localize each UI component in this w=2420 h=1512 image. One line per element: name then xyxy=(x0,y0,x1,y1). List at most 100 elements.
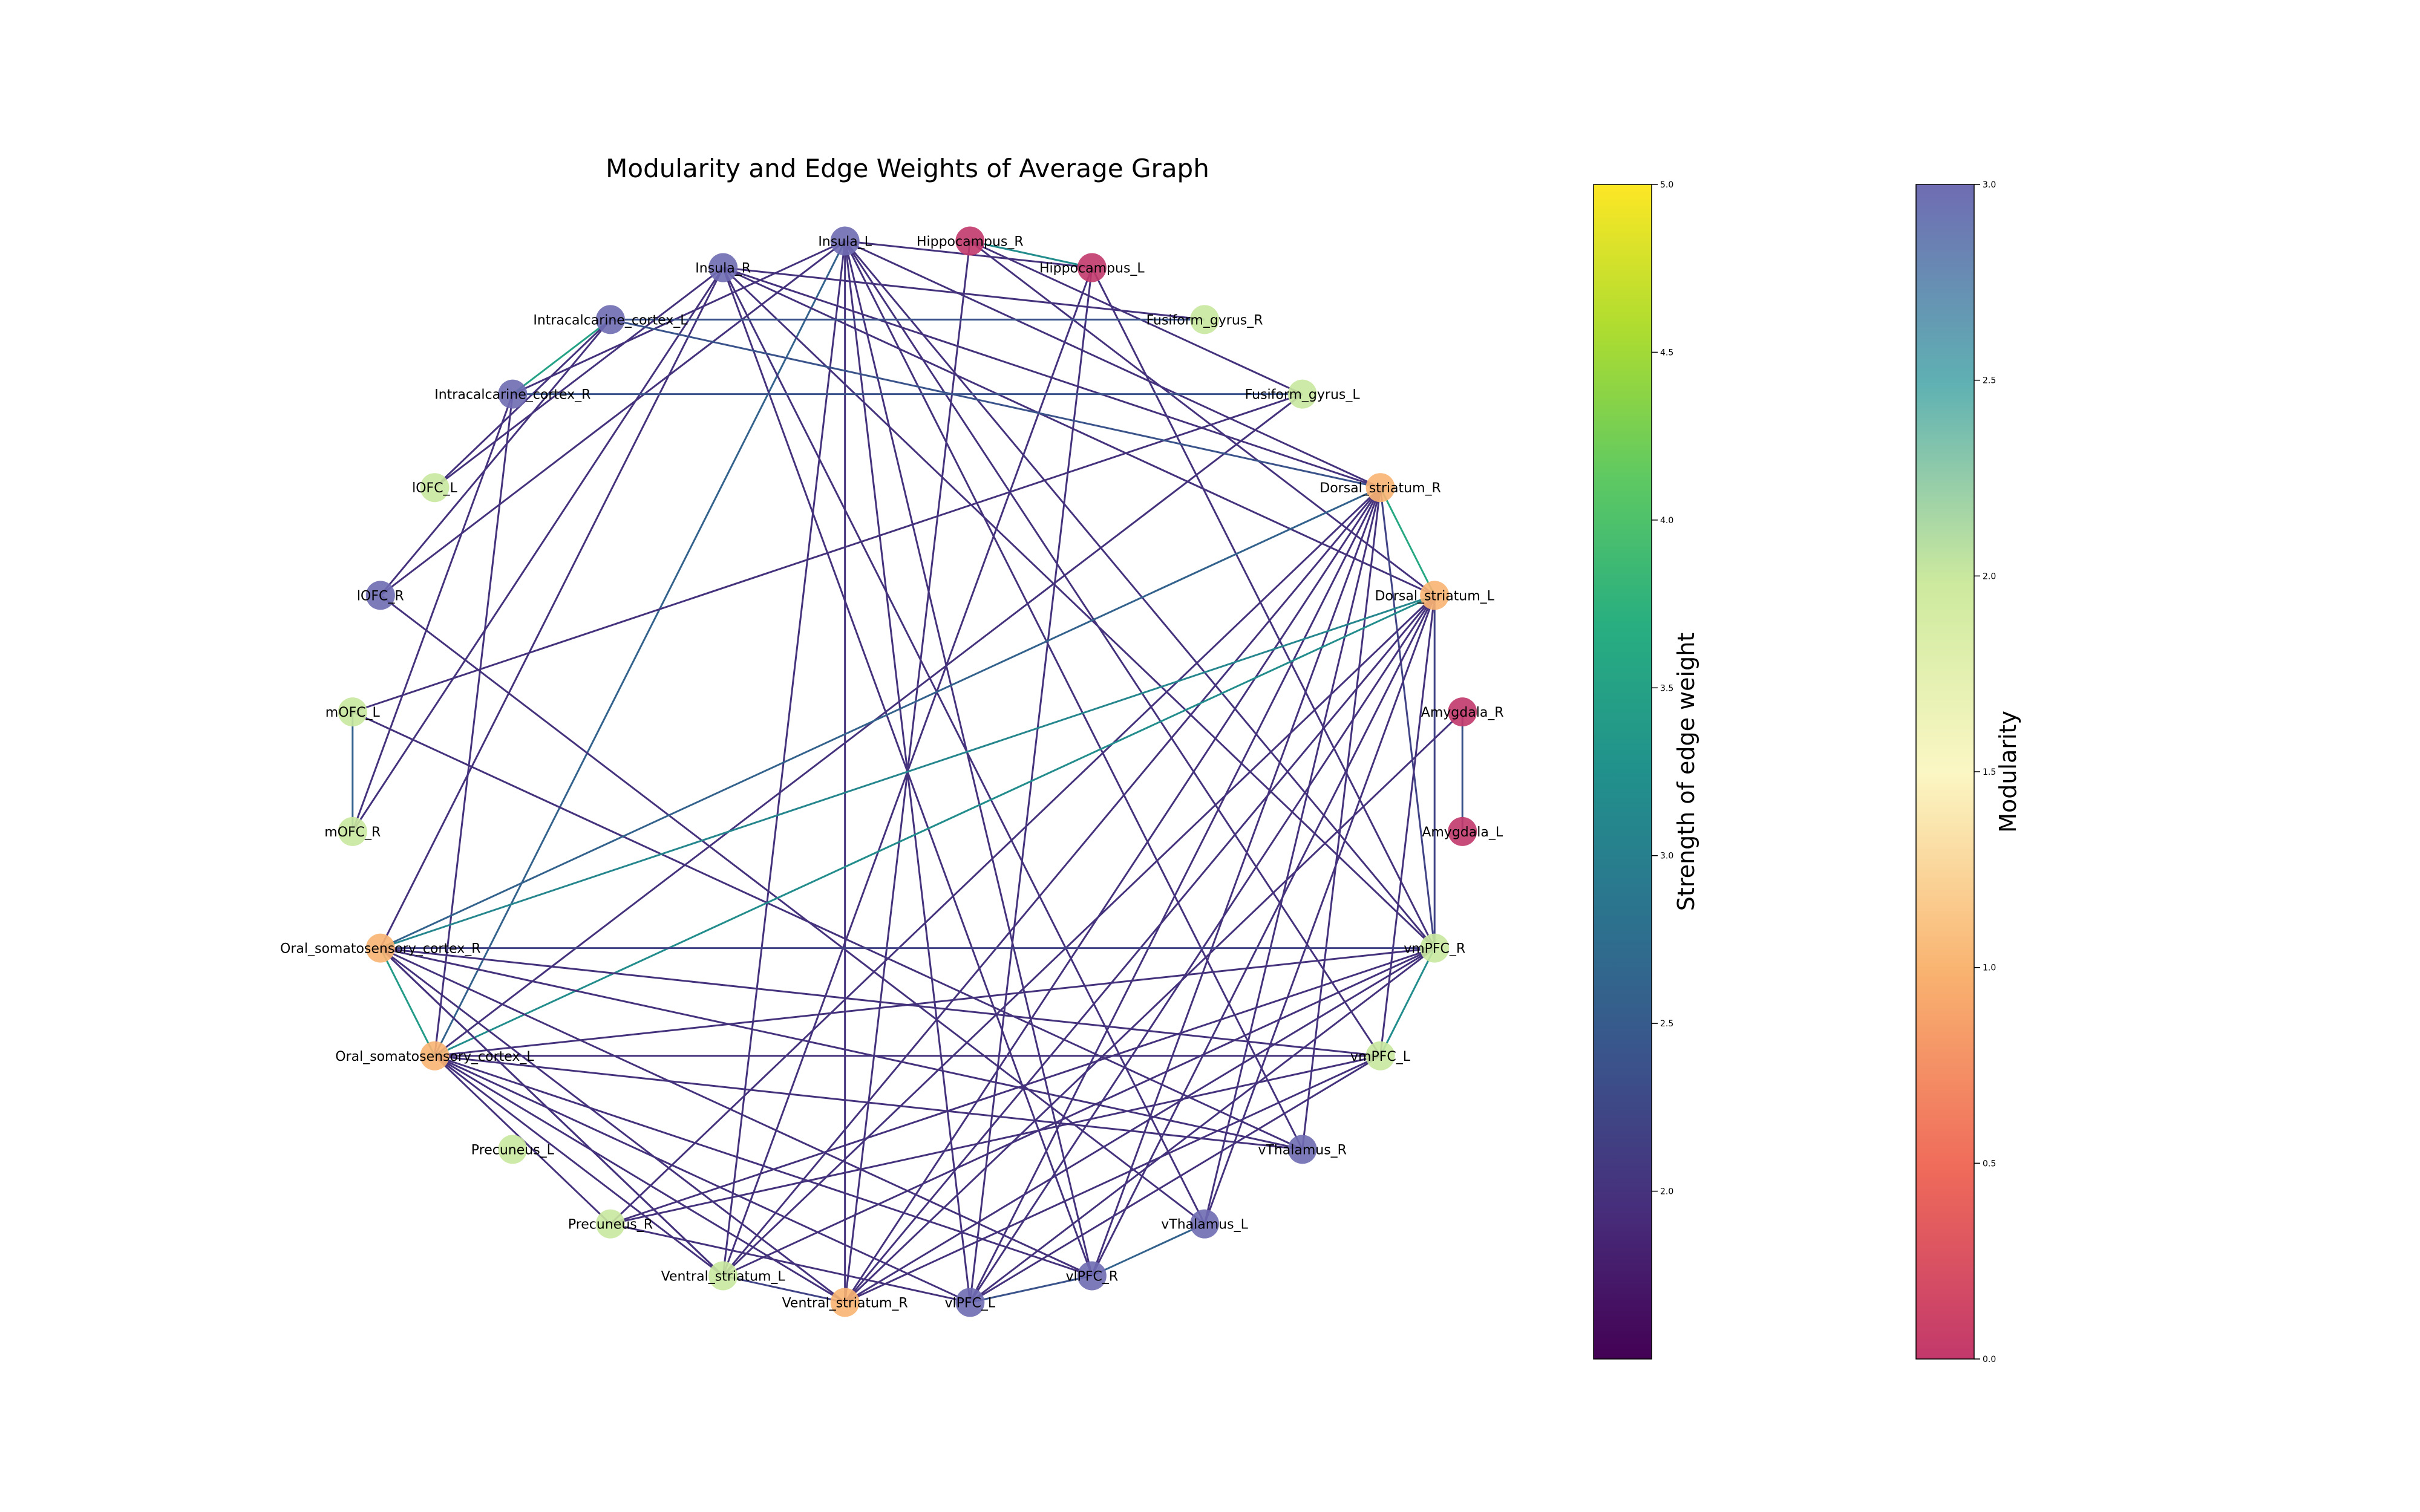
modularity-colorbar-tick-label: 2.0 xyxy=(1983,572,1996,581)
edge-dorsal-striatum-r-vthalamus-l xyxy=(1203,487,1381,1225)
node-vlpfc-l xyxy=(955,1288,985,1317)
node-label-lofc-l: lOFC_L xyxy=(412,481,457,496)
node-intracalcarine-cortex-r xyxy=(498,379,528,409)
node-insula-l xyxy=(830,226,860,256)
edge-oral-somatosensory-cortex-l-oral-somatosensory-cortex-r xyxy=(379,947,436,1057)
edge-colorbar-tick-label: 3.0 xyxy=(1660,852,1673,861)
node-label-fusiform-gyrus-l: Fusiform_gyrus_L xyxy=(1245,388,1361,403)
edge-vlpfc-l-oral-somatosensory-cortex-l xyxy=(434,1055,970,1303)
edge-hippocampus-r-fusiform-gyrus-l xyxy=(969,240,1303,395)
node-precuneus-l xyxy=(498,1135,528,1164)
node-fusiform-gyrus-r xyxy=(1190,305,1220,334)
edge-vmpfc-l-ventral-striatum-r xyxy=(845,1055,1381,1303)
edge-vthalamus-r-oral-somatosensory-cortex-l xyxy=(434,1055,1303,1150)
edge-colorbar-tick-label: 3.5 xyxy=(1660,683,1673,693)
node-label-vlpfc-l: vlPFC_L xyxy=(945,1295,996,1311)
edge-intracalcarine-cortex-l-lofc-r xyxy=(379,319,612,596)
node-vthalamus-l xyxy=(1190,1209,1220,1239)
edge-colorbar-tick-label: 4.5 xyxy=(1660,348,1673,357)
edge-insula-l-ventral-striatum-l xyxy=(722,241,846,1276)
node-label-hippocampus-l: Hippocampus_L xyxy=(1039,261,1145,276)
edge-dorsal-striatum-r-precuneus-r xyxy=(609,487,1381,1225)
node-label-precuneus-l: Precuneus_L xyxy=(471,1142,555,1158)
edge-vlpfc-r-oral-somatosensory-cortex-r xyxy=(380,947,1093,1277)
chart-title: Modularity and Edge Weights of Average G… xyxy=(606,154,1209,183)
node-ventral-striatum-r xyxy=(830,1288,860,1317)
edge-colorbar-tick-label: 5.0 xyxy=(1660,180,1673,190)
edge-ventral-striatum-r-ventral-striatum-l xyxy=(722,1274,845,1303)
edge-vmpfc-r-ventral-striatum-r xyxy=(844,947,1435,1303)
edge-vthalamus-l-vlpfc-r xyxy=(1091,1223,1205,1277)
edge-colorbar-tick-label: 4.0 xyxy=(1660,516,1673,526)
edge-insula-r-oral-somatosensory-cortex-r xyxy=(379,267,724,949)
node-hippocampus-l xyxy=(1077,253,1107,282)
edge-lofc-r-vthalamus-l xyxy=(379,595,1205,1225)
modularity-colorbar: 0.0 0.5 1.0 1.5 2.0 2.5 3.0 Modularity xyxy=(1915,180,2021,1364)
node-label-vlpfc-r: vlPFC_R xyxy=(1065,1269,1118,1284)
edge-dorsal-striatum-l-oral-somatosensory-cortex-r xyxy=(380,594,1435,950)
node-label-fusiform-gyrus-r: Fusiform_gyrus_R xyxy=(1146,313,1263,328)
edge-dorsal-striatum-l-ventral-striatum-l xyxy=(722,595,1436,1277)
node-label-insula-l: Insula_L xyxy=(818,235,872,250)
modularity-colorbar-tick-label: 0.0 xyxy=(1983,1355,1996,1364)
edge-vmpfc-r-vlpfc-l xyxy=(969,947,1436,1303)
edge-insula-l-oral-somatosensory-cortex-l xyxy=(434,240,846,1057)
node-fusiform-gyrus-l xyxy=(1287,379,1317,409)
modularity-colorbar-bar xyxy=(1915,184,1975,1360)
labels-layer: Hippocampus_R Hippocampus_L Fusiform_gyrus… xyxy=(280,235,1504,1311)
node-label-vthalamus-r: vThalamus_R xyxy=(1258,1142,1347,1158)
node-lofc-r xyxy=(365,581,395,610)
node-label-amygdala-l: Amygdala_L xyxy=(1422,825,1503,840)
modularity-colorbar-tick-label: 1.0 xyxy=(1983,963,1996,973)
edge-dorsal-striatum-r-vlpfc-r xyxy=(1091,487,1381,1276)
modularity-colorbar-tick-label: 1.5 xyxy=(1983,767,1996,777)
edge-intracalcarine-cortex-l-intracalcarine-cortex-r xyxy=(512,319,611,395)
node-label-vmpfc-l: vmPFC_L xyxy=(1350,1049,1411,1064)
edges-layer xyxy=(352,240,1463,1303)
edge-colorbar-bar xyxy=(1593,184,1652,1360)
node-label-oral-somatosensory-cortex-l: Oral_somatosensory_cortex_L xyxy=(335,1049,534,1064)
node-vthalamus-r xyxy=(1287,1135,1317,1164)
edge-dorsal-striatum-l-oral-somatosensory-cortex-l xyxy=(434,595,1435,1057)
node-label-mofc-r: mOFC_R xyxy=(324,825,381,840)
edge-vmpfc-l-vlpfc-l xyxy=(969,1055,1381,1303)
edge-colorbar-label: Strength of edge weight xyxy=(1673,633,1699,911)
edge-insula-r-vmpfc-r xyxy=(722,267,1436,949)
node-mofc-l xyxy=(338,697,367,727)
node-amygdala-l xyxy=(1448,816,1477,846)
edge-vthalamus-r-oral-somatosensory-cortex-r xyxy=(380,947,1303,1150)
edge-dorsal-striatum-l-vthalamus-l xyxy=(1203,595,1436,1225)
edge-vmpfc-r-vmpfc-l xyxy=(1379,947,1436,1057)
modularity-colorbar-tick-label: 3.0 xyxy=(1983,180,1996,190)
node-vmpfc-r xyxy=(1420,933,1450,963)
edge-amygdala-r-ventral-striatum-r xyxy=(844,711,1463,1303)
edge-weight-colorbar: 2.0 2.5 3.0 3.5 4.0 4.5 5.0 Strength of edge w… xyxy=(1593,180,1699,1360)
node-mofc-r xyxy=(338,816,367,846)
edge-intracalcarine-cortex-r-mofc-r xyxy=(352,394,514,832)
node-oral-somatosensory-cortex-r xyxy=(365,933,395,963)
edge-vlpfc-l-precuneus-r xyxy=(610,1223,970,1303)
edge-fusiform-gyrus-l-oral-somatosensory-cortex-l xyxy=(434,393,1303,1057)
edge-insula-r-dorsal-striatum-l xyxy=(722,267,1435,596)
edge-vmpfc-l-oral-somatosensory-cortex-r xyxy=(380,947,1381,1057)
edge-insula-r-mofc-r xyxy=(352,267,724,832)
edge-dorsal-striatum-r-vmpfc-r xyxy=(1379,487,1436,948)
node-amygdala-r xyxy=(1448,697,1477,727)
modularity-colorbar-tick-label: 0.5 xyxy=(1983,1159,1996,1168)
node-label-hippocampus-r: Hippocampus_R xyxy=(917,235,1024,250)
edge-intracalcarine-cortex-r-oral-somatosensory-cortex-l xyxy=(433,394,514,1056)
edge-dorsal-striatum-r-oral-somatosensory-cortex-r xyxy=(380,486,1381,949)
node-ventral-striatum-l xyxy=(708,1261,738,1291)
edge-insula-l-intracalcarine-cortex-r xyxy=(512,240,846,395)
edge-dorsal-striatum-r-dorsal-striatum-l xyxy=(1379,487,1436,596)
node-label-oral-somatosensory-cortex-r: Oral_somatosensory_cortex_R xyxy=(280,942,480,957)
node-label-vthalamus-l: vThalamus_L xyxy=(1161,1217,1248,1233)
node-intracalcarine-cortex-l xyxy=(595,305,625,334)
edge-dorsal-striatum-l-vlpfc-r xyxy=(1091,595,1436,1277)
edge-dorsal-striatum-r-vlpfc-l xyxy=(969,487,1381,1303)
node-vlpfc-r xyxy=(1077,1261,1107,1291)
modularity-colorbar-label: Modularity xyxy=(1995,711,2021,833)
edge-hippocampus-r-dorsal-striatum-l xyxy=(969,240,1436,596)
node-label-dorsal-striatum-l: Dorsal_striatum_L xyxy=(1375,588,1494,604)
edge-vlpfc-r-vlpfc-l xyxy=(970,1274,1093,1303)
